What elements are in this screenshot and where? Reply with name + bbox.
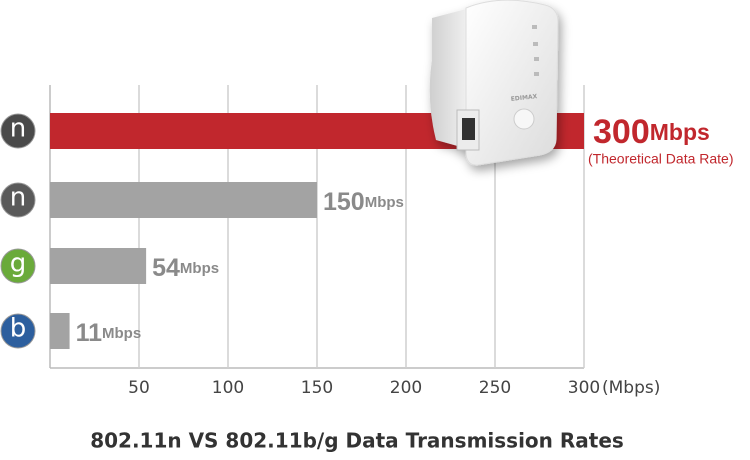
device-photo: EDIMAX <box>429 0 559 166</box>
x-axis-label: (Mbps) <box>602 378 660 398</box>
wps-button <box>513 108 535 130</box>
annotation: (Theoretical Data Rate) <box>588 151 734 167</box>
device-brand: EDIMAX <box>510 93 538 103</box>
category-label: b <box>10 314 27 344</box>
bar <box>50 182 317 218</box>
x-tick-label: 150 <box>301 378 333 398</box>
value-label: 11Mbps <box>76 319 142 347</box>
category-icon <box>0 182 36 218</box>
category-icon <box>0 248 36 284</box>
x-tick-label: 50 <box>128 378 150 398</box>
chart-title: 802.11n VS 802.11b/g Data Transmission R… <box>90 429 624 453</box>
value-label: 300Mbps <box>593 113 710 151</box>
x-tick-label: 200 <box>390 378 422 398</box>
category-label: n <box>10 183 26 213</box>
value-label: 54Mbps <box>152 254 219 282</box>
bar <box>50 313 70 349</box>
ethernet-port <box>462 118 475 140</box>
value-label: 150Mbps <box>323 188 404 216</box>
bar <box>50 248 147 284</box>
category-icon <box>0 313 36 349</box>
x-tick-label: 300 <box>568 378 600 398</box>
category-label: g <box>10 249 27 279</box>
x-tick-label: 250 <box>479 378 511 398</box>
category-icon <box>0 113 36 149</box>
category-label: n <box>10 114 26 144</box>
x-tick-label: 100 <box>212 378 244 398</box>
leds <box>532 25 539 76</box>
device-front <box>465 0 559 166</box>
